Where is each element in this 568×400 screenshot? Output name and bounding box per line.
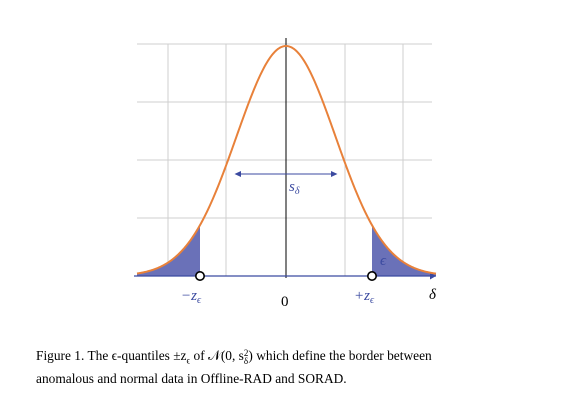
pos-z-sub: ϵ [370, 295, 375, 306]
caption-line1-mid: of 𝒩(0, s [190, 348, 244, 363]
s-delta-sub: δ [295, 186, 300, 197]
neg-z-label: −zϵ [181, 288, 202, 306]
neg-z-marker [195, 270, 206, 281]
caption-line1-sub2: δ [243, 355, 249, 366]
s-delta-label: sδ [289, 179, 300, 197]
caption-line1-sup: 2 [243, 347, 249, 358]
caption-line1-start: Figure 1. The ϵ-quantiles ±z [36, 348, 187, 363]
neg-z-sub: ϵ [197, 295, 202, 306]
caption-line1-sub: ϵ [186, 355, 191, 366]
background-grid [137, 43, 432, 276]
neg-z-main: −z [181, 288, 197, 304]
right-tail-area [372, 225, 436, 276]
delta-axis-label: δ [429, 287, 437, 303]
left-tail-area [137, 225, 200, 276]
gaussian-curve [136, 44, 437, 275]
zero-label: 0 [281, 294, 289, 310]
x-axis-arrowhead [430, 272, 436, 280]
gaussian-figure: sδ ϵ −zϵ +zϵ 0 δ [134, 38, 437, 310]
pos-z-main: +z [354, 288, 370, 304]
caption-line1-end: ) which define the border between [248, 348, 432, 363]
pos-z-marker [366, 270, 377, 281]
epsilon-label: ϵ [380, 253, 387, 269]
s-delta-main: s [289, 179, 295, 195]
caption-line-2: anomalous and normal data in Offline-RAD… [36, 370, 347, 386]
s-delta-arrow [234, 171, 338, 177]
pos-z-label: +zϵ [354, 288, 375, 306]
